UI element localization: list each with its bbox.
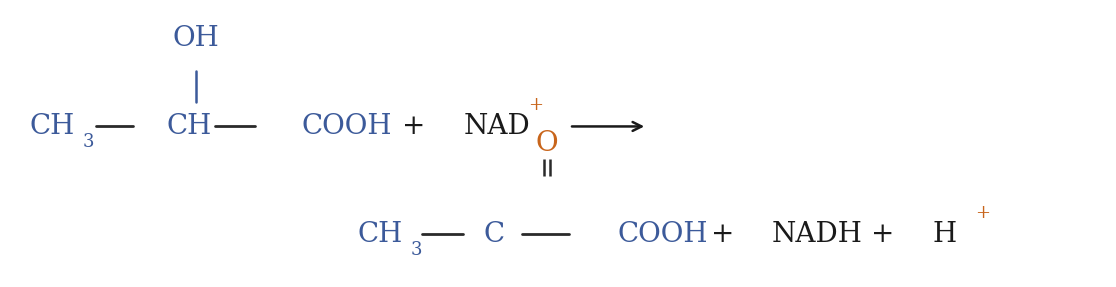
Text: 3: 3 (83, 133, 94, 151)
Text: 3: 3 (411, 241, 423, 259)
Text: +: + (402, 113, 425, 140)
Text: C: C (484, 221, 506, 248)
Text: CH: CH (357, 221, 403, 248)
Text: +: + (711, 221, 734, 248)
Text: NADH: NADH (772, 221, 863, 248)
Text: COOH: COOH (302, 113, 393, 140)
Text: +: + (872, 221, 895, 248)
Text: NAD: NAD (463, 113, 530, 140)
Text: +: + (975, 204, 991, 222)
Text: COOH: COOH (617, 221, 708, 248)
Text: O: O (536, 130, 558, 157)
Text: CH: CH (29, 113, 75, 140)
Text: OH: OH (173, 25, 220, 52)
Text: H: H (932, 221, 956, 248)
Text: +: + (528, 96, 543, 114)
Text: CH: CH (166, 113, 211, 140)
